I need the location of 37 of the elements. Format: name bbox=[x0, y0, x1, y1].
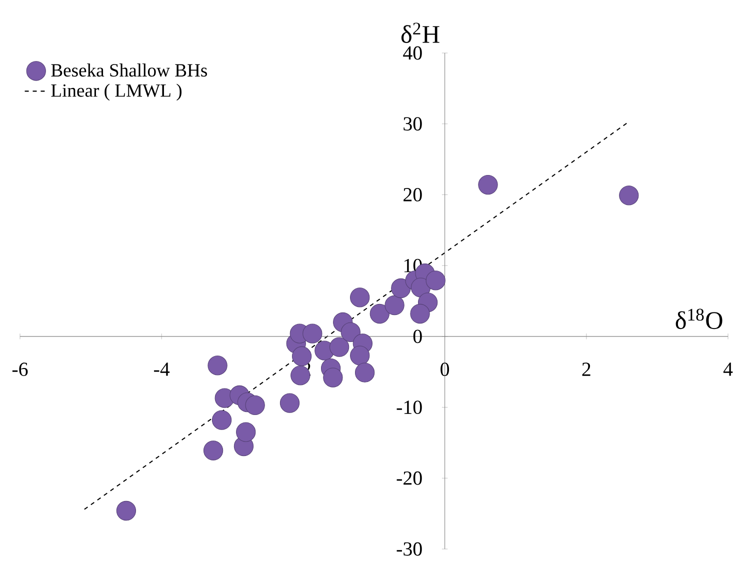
y-axis-title: δ$^{2}$H bbox=[401, 22, 440, 43]
point bbox=[116, 500, 136, 521]
point bbox=[302, 324, 322, 344]
x-tick-label: 0 bbox=[440, 362, 450, 376]
legend-label: Beseka Shallow BHs bbox=[51, 64, 207, 77]
y-tick-label: -30 bbox=[396, 542, 422, 556]
y-tick-label: 0 bbox=[413, 330, 422, 344]
point bbox=[208, 356, 228, 376]
point bbox=[203, 440, 224, 460]
point bbox=[426, 270, 446, 290]
y-tick-label: -20 bbox=[396, 471, 422, 485]
point bbox=[350, 288, 370, 308]
point bbox=[410, 304, 430, 324]
point bbox=[340, 322, 360, 342]
x-axis-title: δ$^{18}$O bbox=[676, 308, 722, 330]
point bbox=[245, 395, 265, 415]
point bbox=[350, 346, 370, 366]
point bbox=[329, 337, 350, 357]
x-tick-label: 2 bbox=[582, 362, 590, 376]
point bbox=[354, 362, 375, 382]
point bbox=[280, 393, 300, 413]
x-tick-label: -4 bbox=[154, 362, 170, 376]
point bbox=[619, 186, 639, 206]
x-tick-label: 4 bbox=[723, 362, 733, 376]
x-tick-label: -6 bbox=[12, 362, 28, 376]
legend-label: Linear ( LMWL ) bbox=[51, 84, 182, 101]
point bbox=[478, 174, 498, 195]
y-tick-label: 30 bbox=[404, 117, 422, 131]
point bbox=[236, 422, 256, 442]
y-tick-label: 20 bbox=[404, 188, 422, 202]
point bbox=[384, 295, 404, 316]
y-tick-label: 40 bbox=[403, 46, 422, 60]
y-tick-label: -10 bbox=[396, 400, 422, 414]
point bbox=[370, 304, 390, 324]
point bbox=[391, 278, 411, 298]
point bbox=[212, 410, 232, 430]
point bbox=[323, 368, 343, 388]
